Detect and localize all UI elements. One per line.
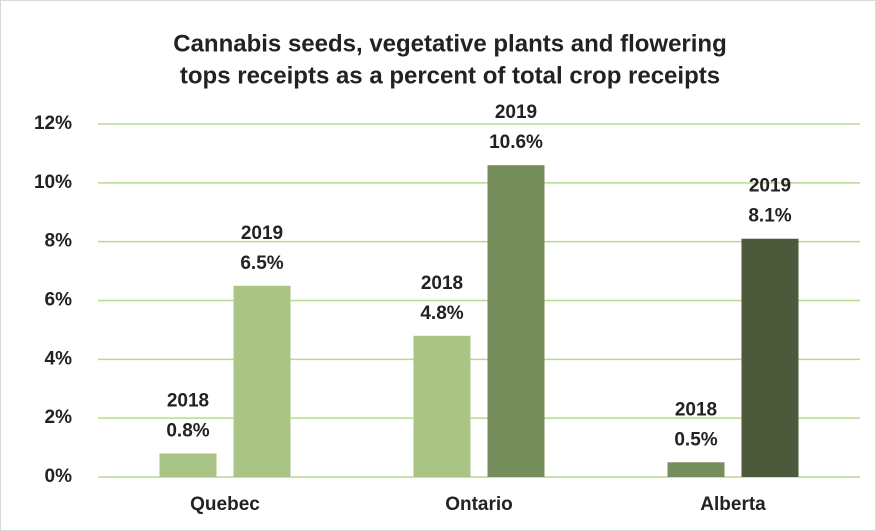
y-tick-label: 12% xyxy=(34,113,72,134)
data-label-series: 2019 xyxy=(495,102,537,123)
data-label: 4.8% xyxy=(420,303,463,324)
data-label: 0.5% xyxy=(674,429,717,450)
bar xyxy=(487,165,545,477)
x-tick-label: Alberta xyxy=(700,494,766,515)
bar xyxy=(741,238,799,477)
y-tick-label: 0% xyxy=(45,466,73,487)
chart-title: tops receipts as a percent of total crop… xyxy=(180,62,720,89)
y-tick-label: 4% xyxy=(45,348,73,369)
data-label: 6.5% xyxy=(240,253,283,274)
data-label: 0.8% xyxy=(166,420,209,441)
y-tick-label: 8% xyxy=(45,231,73,252)
data-label-series: 2019 xyxy=(749,176,791,197)
bar xyxy=(159,453,217,477)
chart-title: Cannabis seeds, vegetative plants and fl… xyxy=(173,30,727,57)
data-label: 10.6% xyxy=(489,132,543,153)
data-label-series: 2019 xyxy=(241,223,283,244)
y-tick-label: 2% xyxy=(45,407,73,428)
data-label-series: 2018 xyxy=(421,273,463,294)
bar xyxy=(233,285,291,477)
y-tick-label: 6% xyxy=(45,290,73,311)
data-label-series: 2018 xyxy=(675,399,717,420)
bar xyxy=(667,462,725,477)
bar xyxy=(413,335,471,477)
data-label-series: 2018 xyxy=(167,390,209,411)
data-label: 8.1% xyxy=(748,206,791,227)
x-tick-label: Ontario xyxy=(445,494,513,515)
x-tick-label: Quebec xyxy=(190,494,260,515)
y-tick-label: 10% xyxy=(34,172,72,193)
